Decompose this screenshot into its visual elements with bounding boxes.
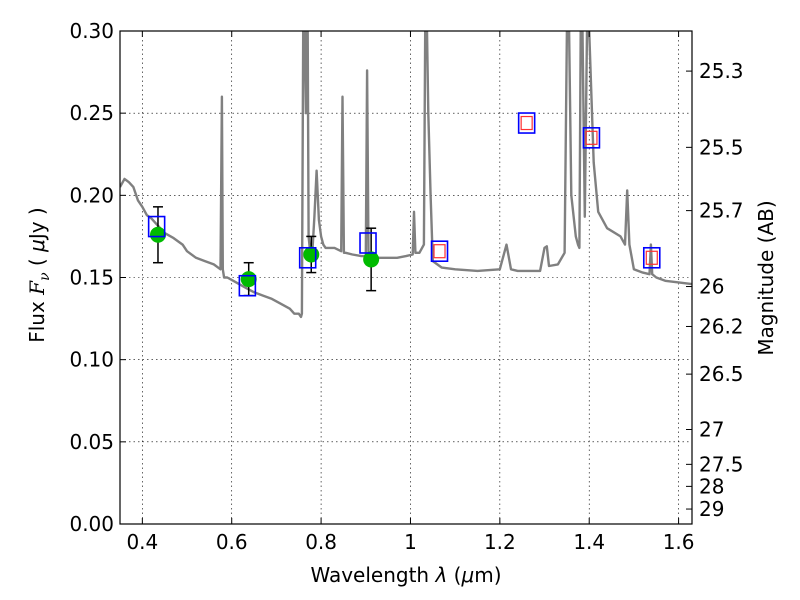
y-tick-label: 0.15 — [69, 266, 114, 290]
model-photometry-box — [642, 246, 661, 269]
x-tick-label: 1.4 — [573, 530, 605, 554]
magnitude-tick-label: 25.5 — [699, 135, 744, 159]
magnitude-tick-label: 25.7 — [699, 199, 744, 223]
y-tick-label: 0.00 — [69, 512, 114, 536]
grid-layer — [120, 31, 692, 524]
x-tick-label: 1 — [404, 530, 417, 554]
x-tick-label: 1.6 — [663, 530, 695, 554]
magnitude-tick-label: 27.5 — [699, 452, 744, 476]
y-axis-ticks: 0.00 0.05 0.10 0.15 0.20 0.25 0.30 — [69, 19, 126, 536]
model-photometry-box — [517, 112, 536, 134]
y-axis-label: Flux Fν ( μJy ) — [25, 207, 53, 343]
model-photometry-box — [147, 215, 166, 238]
model-photometry-box — [359, 232, 377, 254]
model-photometry-box — [430, 240, 449, 263]
x-tick-label: 0.8 — [305, 530, 337, 554]
magnitude-tick-label: 29 — [699, 497, 724, 521]
upper-limit-marker — [585, 130, 598, 145]
y-tick-label: 0.30 — [69, 19, 114, 43]
model-spectrum-line — [120, 31, 692, 319]
observed-point — [149, 226, 166, 243]
magnitude-axis-label: Magnitude (AB) — [754, 200, 778, 355]
points-layer — [147, 112, 661, 297]
y-tick-label: 0.20 — [69, 183, 114, 207]
model-photometry-box — [582, 127, 601, 149]
x-axis-ticks: 0.4 0.6 0.8 1 1.2 1.4 1.6 — [126, 31, 695, 554]
y-tick-label: 0.25 — [69, 101, 114, 125]
model-photometry-box — [298, 246, 317, 269]
observed-point — [363, 251, 380, 268]
magnitude-tick-label: 28 — [699, 474, 724, 498]
upper-limit-marker — [645, 250, 658, 265]
magnitude-tick-label: 25.3 — [699, 59, 744, 83]
magnitude-tick-label: 26.5 — [699, 362, 744, 386]
x-tick-label: 0.6 — [216, 530, 248, 554]
observed-point — [303, 246, 320, 263]
upper-limit-marker — [520, 115, 533, 131]
spectrum-layer — [120, 31, 692, 319]
y-tick-label: 0.10 — [69, 348, 114, 372]
observed-point — [240, 271, 257, 288]
y-tick-label: 0.05 — [69, 430, 114, 454]
upper-limit-marker — [433, 244, 446, 259]
x-tick-label: 1.2 — [484, 530, 516, 554]
magnitude-tick-label: 26 — [699, 275, 724, 299]
magnitude-tick-label: 26.2 — [699, 314, 744, 338]
magnitude-tick-label: 27 — [699, 418, 724, 442]
model-photometry-box — [238, 274, 257, 297]
x-tick-label: 0.4 — [126, 530, 158, 554]
x-axis-label: Wavelength λ (μm) — [310, 563, 501, 587]
